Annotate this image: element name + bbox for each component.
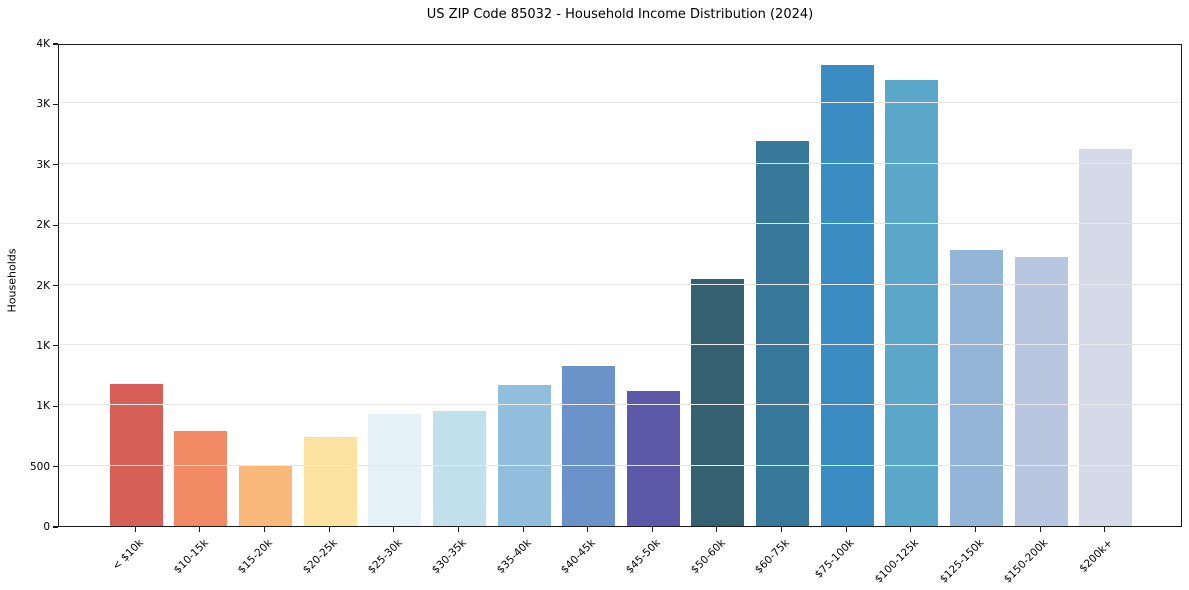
x-tick-mark <box>651 527 653 532</box>
bar-$125-150k <box>949 249 1003 526</box>
x-tick-mark <box>199 527 201 532</box>
x-tick-label: $25-30k <box>365 537 405 577</box>
x-tick-label: $40-45k <box>559 537 599 577</box>
y-tick-mark <box>53 345 58 347</box>
bar-$60-75k <box>756 140 810 526</box>
x-tick-label: $20-25k <box>300 537 340 577</box>
y-tick-mark <box>53 43 58 45</box>
y-tick-label: 500 <box>29 460 50 473</box>
x-tick-mark <box>781 527 783 532</box>
bar-$150-200k <box>1014 256 1068 526</box>
x-tick-label: $45-50k <box>623 537 663 577</box>
y-tick-mark <box>53 103 58 105</box>
x-tick-mark <box>264 527 266 532</box>
x-tick-label: $35-40k <box>494 537 534 577</box>
gridline <box>59 102 1181 104</box>
x-tick-mark <box>457 527 459 532</box>
plot-area <box>58 44 1182 527</box>
gridline <box>59 464 1181 466</box>
bar-$200k+ <box>1079 149 1133 526</box>
x-tick-mark <box>587 527 589 532</box>
x-tick-label: $15-20k <box>236 537 276 577</box>
y-tick-mark <box>53 466 58 468</box>
x-tick-label: $60-75k <box>753 537 793 577</box>
y-tick-label: 2K <box>36 279 50 292</box>
y-tick-label: 3K <box>36 98 50 111</box>
x-tick-label: $10-15k <box>171 537 211 577</box>
x-tick-mark <box>845 527 847 532</box>
gridline <box>59 162 1181 164</box>
y-tick-label: 1K <box>36 400 50 413</box>
bar-$100-125k <box>885 80 939 526</box>
x-tick-label: $75-100k <box>812 537 857 581</box>
bar-$25-30k <box>368 413 422 526</box>
y-tick-mark <box>53 164 58 166</box>
y-tick-label: 2K <box>36 219 50 232</box>
bar-$10-15k <box>174 430 228 526</box>
x-tick-label: < $10k <box>110 537 146 573</box>
x-tick-mark <box>974 527 976 532</box>
bar-$45-50k <box>626 390 680 526</box>
gridline <box>59 404 1181 406</box>
y-tick-mark <box>53 224 58 226</box>
y-tick-label: 4K <box>36 38 50 50</box>
x-tick-label: $50-60k <box>688 537 728 577</box>
x-tick-mark <box>134 527 136 532</box>
bar-$75-100k <box>820 65 874 526</box>
y-tick-mark <box>53 526 58 528</box>
x-tick-mark <box>1039 527 1041 532</box>
x-tick-label: $125-150k <box>937 537 986 586</box>
bar-$30-35k <box>432 411 486 526</box>
x-tick-mark <box>393 527 395 532</box>
gridline <box>59 283 1181 285</box>
y-tick-label: 0 <box>43 521 50 533</box>
y-tick-mark <box>53 405 58 407</box>
x-tick-mark <box>716 527 718 532</box>
chart-title: US ZIP Code 85032 - Household Income Dis… <box>426 7 814 22</box>
bar-$15-20k <box>239 465 293 526</box>
bar-$20-25k <box>303 437 357 526</box>
x-tick-mark <box>910 527 912 532</box>
x-tick-label: $30-35k <box>429 537 469 577</box>
x-tick-label: $200k+ <box>1077 537 1116 575</box>
bar-$40-45k <box>562 366 616 526</box>
x-tick-mark <box>522 527 524 532</box>
bar-$35-40k <box>497 385 551 526</box>
gridline <box>59 343 1181 345</box>
y-tick-label: 1K <box>36 339 50 352</box>
bar-< $10k <box>109 384 163 526</box>
gridline <box>59 223 1181 225</box>
x-tick-label: $100-125k <box>872 537 922 586</box>
y-tick-label: 3K <box>36 158 50 171</box>
bar-$50-60k <box>691 279 745 526</box>
x-tick-mark <box>1104 527 1106 532</box>
x-tick-label: $150-200k <box>1002 537 1051 586</box>
y-tick-mark <box>53 284 58 287</box>
x-tick-mark <box>328 527 330 532</box>
